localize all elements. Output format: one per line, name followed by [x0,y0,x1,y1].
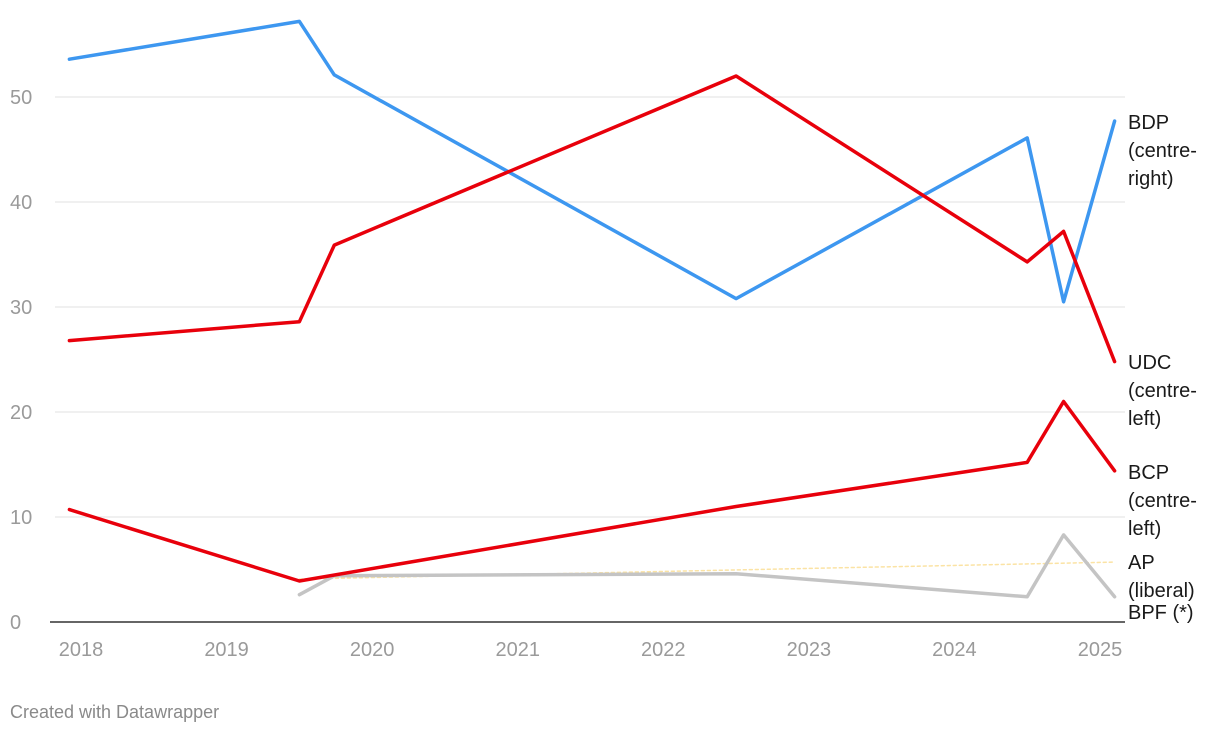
series-label-udc: (centre- [1128,380,1197,402]
line-chart: 0 10 20 30 40 50 2018 2019 2020 2021 2022 2023 2024 2… [10,19,1197,661]
series-label-ap: AP [1128,552,1155,574]
series-line-bcp [67,399,1117,583]
series-label-bdp: right) [1128,168,1174,190]
y-tick-label: 10 [10,507,32,529]
series-label-bcp: left) [1128,518,1161,540]
credit-text: Created with Datawrapper [10,702,220,722]
grid-layer: 0 10 20 30 40 50 2018 2019 2020 2021 2022 2023 2024 2… [10,87,1125,661]
x-tick-label: 2020 [350,639,395,661]
x-tick-label: 2019 [204,639,249,661]
x-tick-label: 2022 [641,639,686,661]
series-label-udc: left) [1128,408,1161,430]
series-line-udc [67,74,1117,364]
series-label-ap: (liberal) [1128,580,1195,602]
x-tick-label: 2023 [787,639,832,661]
x-tick-label: 2021 [495,639,540,661]
x-tick-label: 2018 [59,639,104,661]
series-layer [67,19,1117,599]
y-tick-label: 0 [10,612,21,634]
series-label-bcp: BCP [1128,462,1169,484]
series-label-bdp: BDP [1128,112,1169,134]
x-tick-label: 2024 [932,639,977,661]
series-line-bpf (*) [297,533,1117,599]
y-tick-label: 20 [10,402,32,424]
series-label-bpf (*): BPF (*) [1128,602,1194,624]
series-line-bdp [67,19,1117,304]
y-tick-label: 40 [10,192,32,214]
label-layer: BDP (centre-right) UDC (centre-left) BCP (cen… [1128,112,1197,624]
series-label-bcp: (centre- [1128,490,1197,512]
series-label-bdp: (centre- [1128,140,1197,162]
series-label-udc: UDC [1128,352,1171,374]
y-tick-label: 50 [10,87,32,109]
y-tick-label: 30 [10,297,32,319]
x-tick-label: 2025 [1078,639,1123,661]
series-line-ap [298,561,1116,580]
